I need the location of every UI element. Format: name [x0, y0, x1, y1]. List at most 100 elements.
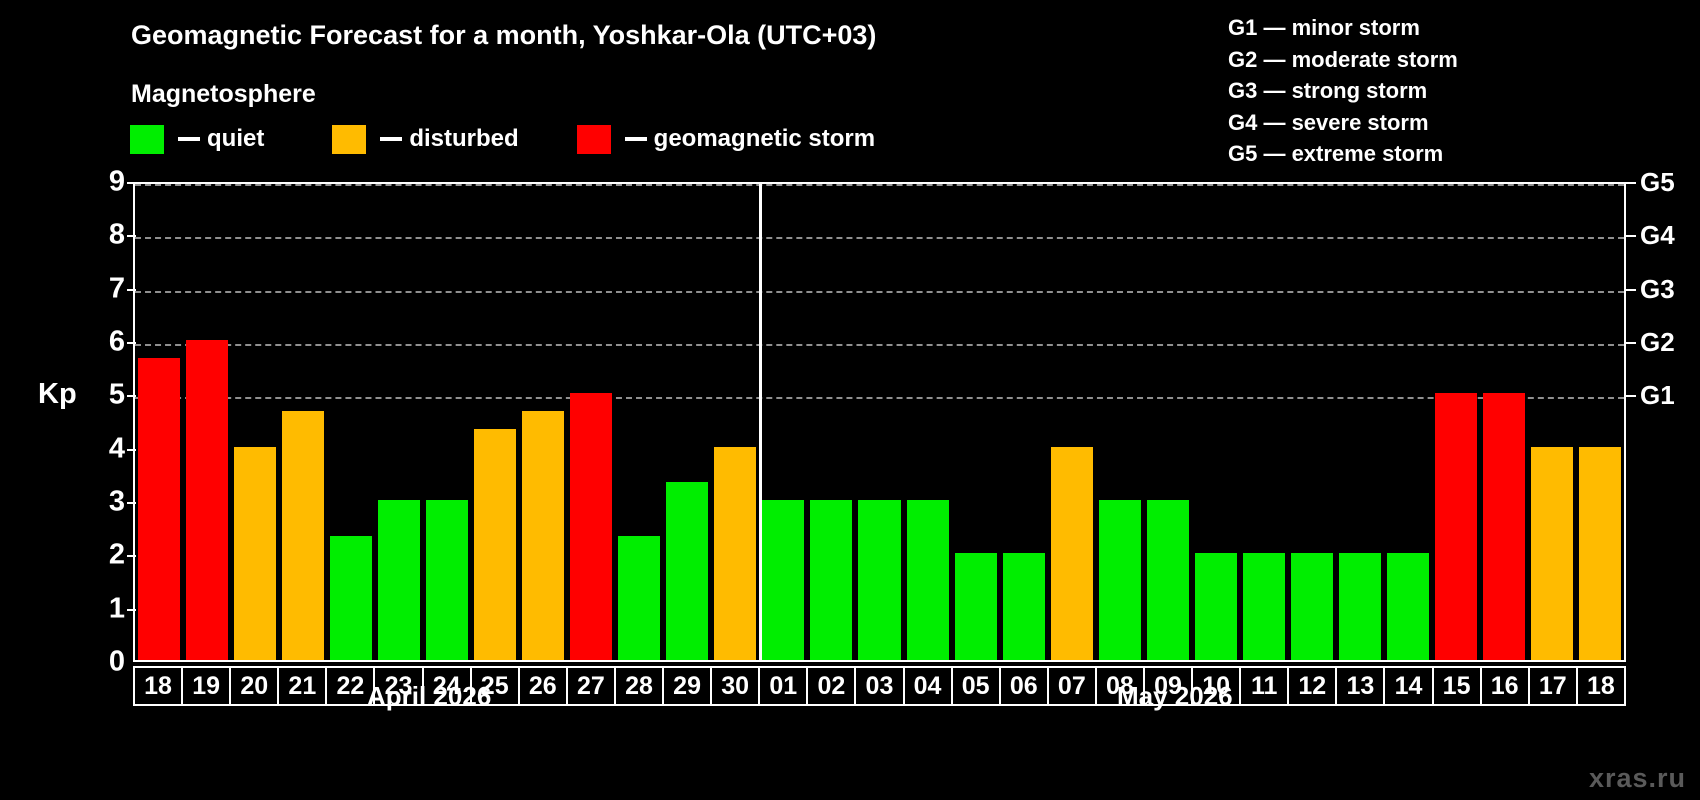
day-label-0: 18 — [135, 668, 184, 704]
bar-day-11 — [1242, 553, 1285, 660]
bar-slot — [1384, 184, 1432, 660]
y-tick-label-9: 9 — [108, 165, 125, 198]
bar-slot — [183, 184, 231, 660]
bars-layer — [135, 184, 1624, 660]
y-tick-label-8: 8 — [108, 218, 125, 251]
bar-day-17 — [1530, 446, 1573, 660]
bar-day-04 — [906, 500, 949, 660]
gridline-kp-8 — [135, 237, 1624, 240]
y-tick-label-2: 2 — [108, 538, 125, 571]
bar-day-05 — [954, 553, 997, 660]
day-label-23: 11 — [1241, 668, 1290, 704]
bar-day-12 — [1290, 553, 1333, 660]
bar-slot — [615, 184, 663, 660]
g-tick-label-g1: G1 — [1640, 380, 1675, 411]
bar-slot — [1480, 184, 1528, 660]
bar-slot — [231, 184, 279, 660]
legend-entry-quiet: quiet — [130, 123, 264, 155]
bar-slot — [1288, 184, 1336, 660]
y-tick-mark-3 — [127, 502, 136, 504]
bar-slot — [135, 184, 183, 660]
day-label-12: 30 — [712, 668, 761, 704]
g-key-row-g3: G3 — strong storm — [1228, 78, 1428, 103]
bar-slot — [759, 184, 807, 660]
bar-day-14 — [1386, 553, 1429, 660]
bar-day-16 — [1482, 393, 1525, 660]
y-tick-mark-2 — [127, 555, 136, 558]
g-tick-mark-g1 — [1626, 395, 1636, 398]
bar-day-23 — [378, 500, 421, 660]
bar-slot — [952, 184, 1000, 660]
bar-day-19 — [186, 340, 229, 660]
bar-day-25 — [474, 429, 517, 660]
g-tick-label-g3: G3 — [1640, 273, 1675, 304]
day-label-5: 23 — [375, 668, 424, 704]
day-label-8: 26 — [520, 668, 568, 704]
y-tick-label-6: 6 — [108, 325, 125, 358]
bar-day-21 — [282, 410, 325, 660]
day-label-16: 04 — [905, 668, 953, 704]
legend-swatch-disturbed — [332, 124, 367, 154]
g-key-row-g5: G5 — extreme storm — [1228, 141, 1444, 166]
day-label-24: 12 — [1289, 668, 1338, 704]
watermark: xras.ru — [1588, 763, 1686, 793]
bar-slot — [1240, 184, 1288, 660]
plot-area — [133, 182, 1626, 662]
day-label-21: 09 — [1145, 668, 1194, 704]
legend-label-quiet: quiet — [207, 125, 265, 152]
legend-dash-icon — [624, 137, 647, 141]
g-key-row-g4: G4 — severe storm — [1228, 109, 1429, 135]
legend-swatch-quiet — [130, 124, 164, 154]
gridline-kp-7 — [135, 290, 1624, 293]
day-label-11: 29 — [664, 668, 713, 704]
day-label-4: 22 — [327, 668, 376, 704]
month-label-may: May 2026 — [1117, 681, 1233, 711]
g-tick-mark-g3 — [1626, 288, 1636, 291]
day-label-2: 20 — [231, 668, 280, 704]
day-label-15: 03 — [856, 668, 905, 704]
bar-day-09 — [1146, 500, 1189, 660]
bar-day-26 — [522, 410, 565, 660]
legend-label-storm: geomagnetic storm — [653, 125, 876, 152]
gridline-kp-6 — [135, 344, 1624, 346]
bar-day-07 — [1050, 446, 1093, 660]
day-label-17: 05 — [953, 668, 1001, 704]
magnetosphere-heading: Magnetosphere — [131, 80, 316, 108]
y-tick-label-0: 0 — [108, 645, 125, 678]
day-label-10: 28 — [616, 668, 665, 704]
g-tick-mark-g2 — [1626, 342, 1636, 344]
y-tick-label-3: 3 — [108, 485, 125, 518]
bar-slot — [1144, 184, 1192, 660]
bar-slot — [1336, 184, 1384, 660]
y-tick-mark-4 — [127, 448, 136, 451]
y-axis-labels: 0 1 2 3 4 5 6 7 8 9 — [83, 167, 125, 676]
bar-slot — [471, 184, 519, 660]
day-label-7: 25 — [472, 668, 520, 704]
y-tick-label-4: 4 — [108, 432, 125, 465]
bar-day-18 — [1578, 446, 1621, 660]
y-tick-mark-7 — [127, 288, 136, 291]
bar-slot — [423, 184, 471, 660]
y-tick-label-7: 7 — [108, 272, 125, 305]
y-tick-mark-5 — [127, 395, 136, 398]
bar-day-22 — [330, 535, 373, 660]
day-label-27: 15 — [1434, 668, 1482, 704]
g-tick-label-g4: G4 — [1640, 220, 1675, 251]
bar-day-13 — [1338, 553, 1381, 660]
bar-day-08 — [1098, 500, 1141, 660]
bar-day-20 — [234, 446, 277, 660]
g-tick-label-g2: G2 — [1640, 327, 1675, 357]
bar-slot — [711, 184, 759, 660]
legend-label-disturbed: disturbed — [409, 125, 519, 152]
day-label-1: 19 — [183, 668, 232, 704]
day-label-14: 02 — [808, 668, 857, 704]
bar-day-29 — [666, 482, 709, 660]
y-tick-mark-8 — [127, 235, 136, 238]
day-label-25: 13 — [1337, 668, 1386, 704]
bar-slot — [1000, 184, 1048, 660]
bar-day-10 — [1194, 553, 1237, 660]
g-tick-mark-g4 — [1626, 235, 1636, 238]
g-key-row-g2: G2 — moderate storm — [1228, 46, 1458, 72]
bar-day-02 — [810, 500, 853, 660]
y-axis-title: Kp — [38, 378, 77, 410]
